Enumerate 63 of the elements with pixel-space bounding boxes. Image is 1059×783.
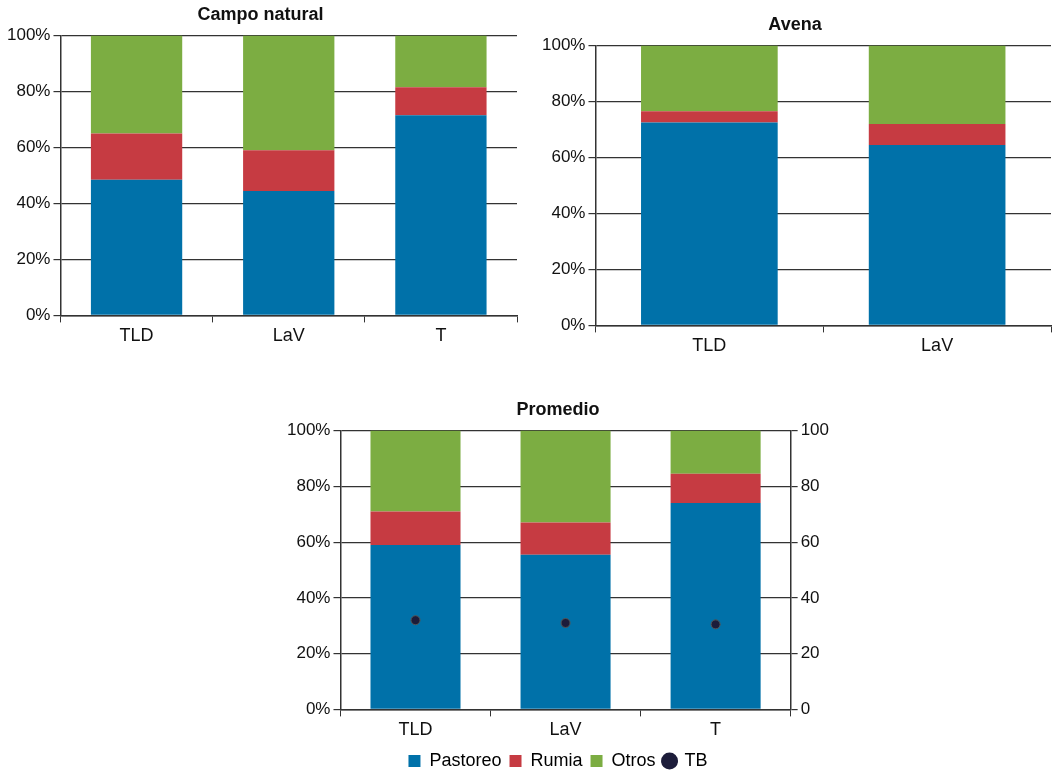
y2-tick-label: 0 — [800, 699, 811, 719]
bar — [395, 35, 487, 88]
y-tick-label: 100% — [7, 25, 51, 45]
bar — [670, 503, 761, 709]
x-tick-label: TLD — [692, 335, 727, 356]
bar — [868, 45, 1006, 124]
bar — [868, 144, 1006, 325]
y2-tick-label: 40 — [800, 587, 820, 607]
x-tick-label: LaV — [549, 719, 582, 740]
y-tick-label: 60% — [551, 147, 586, 167]
y-tick-label: 100% — [287, 420, 331, 440]
y2-tick-label: 20 — [800, 643, 820, 663]
bar — [395, 115, 487, 315]
y-tick-label: 20% — [551, 259, 586, 279]
bar — [395, 87, 487, 116]
y-tick-label: 60% — [296, 531, 331, 551]
bar — [641, 111, 778, 123]
y2-tick-label: 80 — [800, 476, 820, 496]
x-tick-label: LaV — [921, 335, 954, 356]
bar — [641, 45, 778, 112]
y-tick-label: 40% — [551, 203, 586, 223]
bar — [243, 190, 335, 315]
bar — [370, 430, 461, 512]
bar — [520, 522, 611, 555]
y-tick-label: 0% — [560, 315, 586, 335]
bar — [868, 123, 1006, 145]
bar — [90, 35, 183, 134]
y-tick-label: 40% — [16, 193, 51, 213]
x-tick-label: T — [435, 325, 447, 346]
bar — [520, 430, 611, 523]
y2-tick-label: 60 — [800, 531, 820, 551]
bar — [670, 430, 761, 474]
y-tick-label: 80% — [296, 476, 331, 496]
y-tick-label: 0% — [25, 305, 51, 325]
bar — [520, 554, 611, 709]
bar — [243, 150, 335, 191]
y-tick-label: 20% — [296, 643, 331, 663]
x-tick-label: LaV — [272, 325, 305, 346]
bar — [370, 544, 461, 709]
y-tick-label: 80% — [16, 81, 51, 101]
legend-label: TB — [684, 749, 708, 770]
bar — [90, 133, 183, 180]
y-tick-label: 20% — [16, 249, 51, 269]
y2-tick-label: 100 — [800, 420, 830, 440]
legend-label: Pastoreo — [429, 749, 502, 770]
y-tick-label: 40% — [296, 587, 331, 607]
x-tick-label: TLD — [119, 325, 154, 346]
bar — [90, 179, 183, 315]
chart-title: Campo natural — [197, 3, 324, 24]
bar — [370, 511, 461, 545]
legend-label: Rumia — [530, 749, 584, 770]
y-tick-label: 60% — [16, 137, 51, 157]
chart-title: Avena — [768, 13, 823, 34]
bar — [670, 473, 761, 504]
legend-label: Otros — [611, 749, 656, 770]
y-tick-label: 100% — [542, 35, 586, 55]
chart-title: Promedio — [516, 398, 600, 419]
bar — [641, 122, 778, 325]
bar — [243, 35, 335, 151]
y-tick-label: 80% — [551, 91, 586, 111]
x-tick-label: TLD — [398, 719, 433, 740]
y-tick-label: 0% — [305, 699, 331, 719]
x-tick-label: T — [710, 719, 722, 740]
